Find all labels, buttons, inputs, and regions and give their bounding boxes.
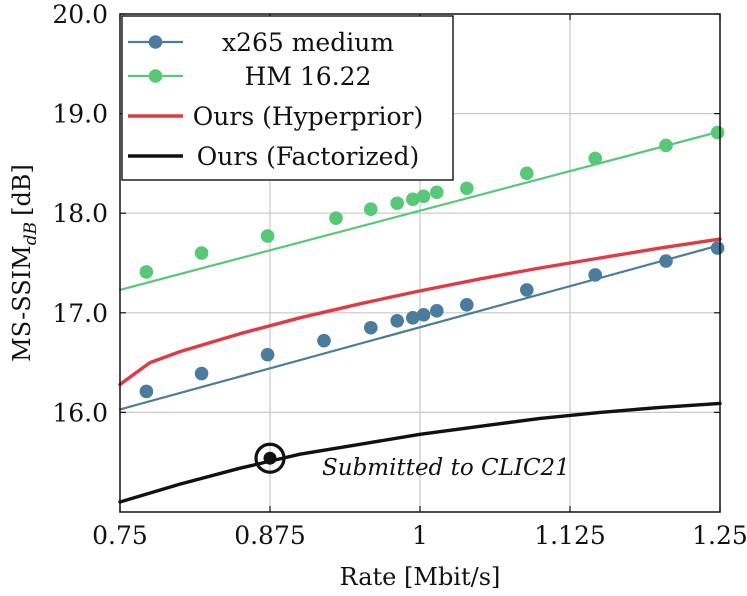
y-axis-label-unit: [dB]	[8, 164, 36, 216]
x-tick-label: 1.125	[534, 521, 606, 550]
annotation-point	[263, 451, 277, 465]
x-tick-label: 0.875	[234, 521, 306, 550]
series-1-point	[329, 211, 343, 225]
series-1-point	[710, 125, 725, 140]
series-0-point	[406, 310, 420, 325]
x-tick-label: 1.25	[692, 521, 747, 550]
legend-box	[121, 15, 454, 181]
series-line-0	[118, 244, 722, 411]
series-1-point	[406, 192, 420, 207]
legend-label-1: HM 16.22	[245, 62, 372, 91]
series-line-1	[118, 130, 722, 291]
series-0-point	[260, 347, 275, 362]
y-tick-label: 18.0	[52, 199, 108, 228]
annotation-text: Submitted to CLIC21	[322, 455, 570, 481]
series-1-point	[520, 166, 534, 181]
series-1-point	[260, 229, 275, 243]
y-tick-label: 16.0	[52, 398, 108, 427]
series-1-point	[416, 189, 431, 204]
y-axis-label: MS-SSIMdB [dB]	[8, 164, 41, 362]
series-0-point	[520, 283, 534, 297]
annotation-ring	[254, 442, 286, 474]
series-0-point	[416, 307, 431, 322]
y-tick-label: 19.0	[52, 100, 108, 129]
x-tick-label: 0.75	[92, 521, 148, 550]
annotation: Submitted to CLIC21	[254, 442, 570, 481]
series-0-point	[139, 384, 154, 399]
series-0-point	[194, 366, 209, 381]
series-lines	[118, 130, 722, 504]
legend-label-3: Ours (Factorized)	[197, 142, 419, 171]
series-0-point	[460, 298, 474, 312]
y-axis-label-sub: dB	[21, 222, 41, 245]
y-tick-label: 17.0	[52, 299, 108, 328]
series-0-point	[588, 268, 602, 282]
series-1-point	[139, 265, 154, 279]
series-0-point	[659, 254, 673, 268]
y-axis: 16.0 17.0 18.0 19.0 20.0	[52, 0, 720, 427]
legend: x265 medium HM 16.22 Ours (Hyperprior) Ours…	[121, 15, 454, 181]
legend-label-2: Ours (Hyperprior)	[193, 102, 423, 131]
series-0-point	[390, 313, 405, 328]
x-axis: 0.75 0.875 1 1.125 1.25	[92, 14, 747, 550]
x-axis-label: Rate [Mbit/s]	[340, 563, 501, 591]
series-line-3	[118, 401, 722, 504]
series-line-2	[118, 237, 722, 387]
series-1-point	[588, 151, 602, 166]
series-0-point	[364, 320, 378, 335]
series-markers	[139, 125, 725, 399]
y-axis-label-main: MS-SSIM	[8, 245, 36, 362]
series-1-point	[659, 138, 673, 153]
series-0-point	[710, 241, 725, 255]
x-tick-label: 1	[412, 521, 428, 550]
series-1-point	[430, 185, 444, 200]
series-1-point	[194, 246, 209, 260]
y-tick-label: 20.0	[52, 0, 108, 29]
legend-label-0: x265 medium	[222, 28, 394, 57]
series-0-point	[317, 333, 331, 348]
series-1-point	[390, 196, 405, 211]
legend-marker-0	[148, 35, 163, 49]
legend-marker-1	[148, 69, 163, 83]
series-1-point	[460, 181, 474, 196]
series-0-point	[430, 304, 444, 318]
series-1-point	[364, 202, 378, 217]
